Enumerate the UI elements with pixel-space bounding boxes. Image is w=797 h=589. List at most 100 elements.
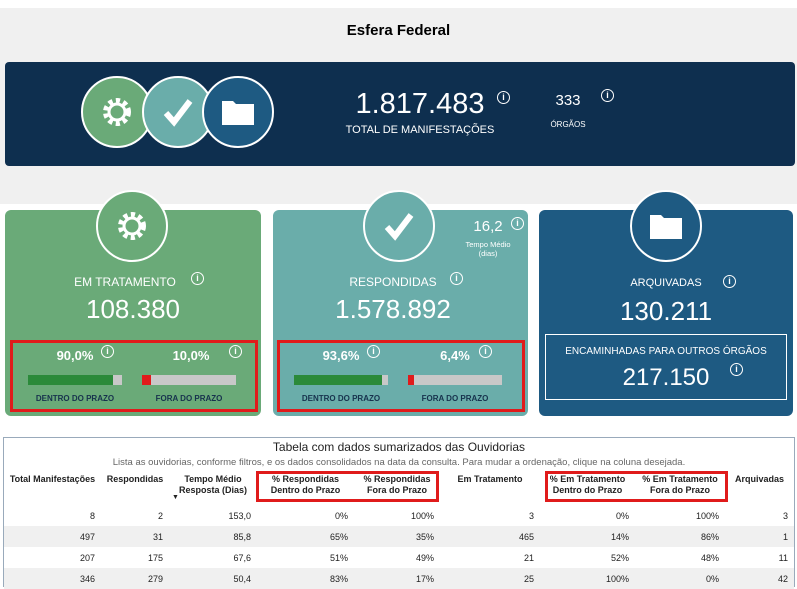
- header-bar: Esfera Federal: [0, 8, 797, 52]
- table-cell: 3: [782, 510, 788, 521]
- table-cell: 25: [440, 568, 540, 589]
- info-icon: i: [730, 363, 743, 376]
- info-icon: i: [497, 91, 510, 104]
- table-cell: 85,8: [169, 526, 257, 547]
- fora-percent: 10,0%: [172, 348, 210, 363]
- table-cell: 52%: [610, 552, 629, 563]
- bar-track: [28, 375, 122, 385]
- table-cell: 1: [725, 526, 794, 547]
- table-cell: 153,0: [228, 510, 251, 521]
- info-icon: i: [101, 345, 114, 358]
- table-cell: 14%: [540, 526, 635, 547]
- tempo-value: 16,2: [473, 218, 503, 235]
- card-respondidas: 16,2 i Tempo Médio (dias) RESPONDIDAS i …: [273, 190, 528, 416]
- gear-icon: [81, 76, 153, 148]
- column-header[interactable]: % Em Tratamento Fora do Prazo: [642, 474, 718, 495]
- column-header[interactable]: % Respondidas Fora do Prazo: [363, 474, 431, 495]
- card-label: ARQUIVADAS: [630, 277, 702, 289]
- table-cell: 21: [523, 552, 534, 563]
- tempo-label: Tempo Médio (dias): [465, 240, 511, 258]
- table-cell: 175: [147, 552, 163, 563]
- table-cell: 49%: [415, 552, 434, 563]
- fora-label: FORA DO PRAZO: [421, 394, 489, 403]
- gear-icon: [96, 190, 168, 262]
- highlight-box: [545, 471, 728, 502]
- table-cell: 42: [725, 568, 794, 589]
- table-subtitle: Lista as ouvidorias, conforme filtros, e…: [112, 457, 686, 468]
- table-cell: 497: [4, 526, 101, 547]
- card-arquivadas: ARQUIVADAS i 130.211 ENCAMINHADAS PARA O…: [539, 190, 793, 416]
- card-label: RESPONDIDAS: [349, 275, 437, 289]
- table-row[interactable]: 346 279 50,4 83% 17% 25 100% 0% 42: [4, 568, 794, 589]
- table-cell: 207: [79, 552, 95, 563]
- table-cell: 35%: [354, 526, 440, 547]
- header-title: Esfera Federal: [346, 22, 451, 39]
- data-table: Total Manifestações Respondidas Tempo Médi…: [4, 471, 794, 589]
- column-header[interactable]: Arquivadas: [734, 474, 785, 484]
- bar-track: [142, 375, 236, 385]
- info-icon: i: [723, 275, 736, 288]
- table-cell: 0%: [334, 510, 348, 521]
- sort-arrow: ▼: [172, 494, 179, 501]
- table-body: 8 2 153,0 0% 100% 3 0% 100% 3 497 31 85,8 65% 35% 465 1…: [4, 505, 794, 589]
- table-panel: Tabela com dados sumarizados das Ouvidor…: [3, 437, 795, 589]
- table-cell: 100%: [540, 568, 635, 589]
- table-title: Tabela com dados sumarizados das Ouvidor…: [272, 440, 526, 454]
- highlight-box: [256, 471, 439, 502]
- card-value: 108.380: [86, 294, 180, 324]
- dentro-label: DENTRO DO PRAZO: [35, 394, 115, 403]
- table-cell: 346: [4, 568, 101, 589]
- column-header[interactable]: Respondidas: [106, 474, 164, 484]
- info-icon: i: [511, 217, 524, 230]
- dentro-percent: 93,6%: [322, 348, 360, 363]
- table-cell: 8: [89, 510, 95, 521]
- table-row[interactable]: 207 175 67,6 51% 49% 21 52% 48% 11: [4, 547, 794, 568]
- card-em-tratamento: EM TRATAMENTO i 108.380 90,0% i 10,0% i …: [5, 190, 261, 416]
- table-cell: 2: [157, 510, 163, 521]
- card-value: 1.578.892: [335, 294, 451, 324]
- total-value: 1.817.483: [355, 88, 485, 120]
- table-cell: 83%: [257, 568, 354, 589]
- table-cell: 100%: [695, 510, 719, 521]
- table-cell: 31: [101, 526, 169, 547]
- dentro-percent: 90,0%: [56, 348, 94, 363]
- table-cell: 48%: [700, 552, 719, 563]
- folder-icon: [202, 76, 274, 148]
- bar-track: [294, 375, 388, 385]
- dentro-bar: [294, 375, 382, 385]
- info-icon: i: [479, 345, 492, 358]
- column-header[interactable]: Total Manifestações: [9, 474, 96, 484]
- orgaos-label: ÓRGÃOS: [550, 120, 586, 129]
- table-cell: 67,6: [233, 552, 251, 563]
- folder-icon: [630, 190, 702, 262]
- card-label: EM TRATAMENTO: [74, 275, 176, 289]
- encaminhadas-box: [545, 334, 787, 400]
- header-row: Total Manifestações Respondidas Tempo Médi…: [4, 471, 794, 505]
- fora-bar: [142, 375, 152, 385]
- highlight-box: [10, 340, 258, 412]
- table-cell: 100%: [410, 510, 434, 521]
- bar-track: [408, 375, 502, 385]
- table-cell: 11: [778, 552, 788, 563]
- table-cell: 3: [528, 510, 534, 521]
- column-header[interactable]: Em Tratamento: [457, 474, 523, 484]
- table-cell: 51%: [329, 552, 348, 563]
- banner: 1.817.483 i TOTAL DE MANIFESTAÇÕES 333 i…: [5, 62, 795, 166]
- check-icon: [363, 190, 435, 262]
- orgaos-value: 333: [555, 92, 581, 109]
- table-cell: 279: [101, 568, 169, 589]
- total-label: TOTAL DE MANIFESTAÇÕES: [345, 124, 495, 136]
- highlight-box: [277, 340, 525, 412]
- encaminhadas-value: 217.150: [622, 364, 710, 391]
- info-icon: i: [229, 345, 242, 358]
- column-header[interactable]: Tempo Médio Resposta (Dias): [178, 474, 248, 495]
- column-header[interactable]: % Respondidas Dentro do Prazo: [270, 474, 341, 495]
- table-wrap: Total Manifestações Respondidas Tempo Médi…: [4, 471, 794, 589]
- table-row[interactable]: 8 2 153,0 0% 100% 3 0% 100% 3: [4, 505, 794, 526]
- column-header[interactable]: % Em Tratamento Dentro do Prazo: [549, 474, 626, 495]
- table-row[interactable]: 497 31 85,8 65% 35% 465 14% 86% 1: [4, 526, 794, 547]
- info-icon: i: [601, 89, 614, 102]
- info-icon: i: [367, 345, 380, 358]
- fora-percent: 6,4%: [440, 348, 470, 363]
